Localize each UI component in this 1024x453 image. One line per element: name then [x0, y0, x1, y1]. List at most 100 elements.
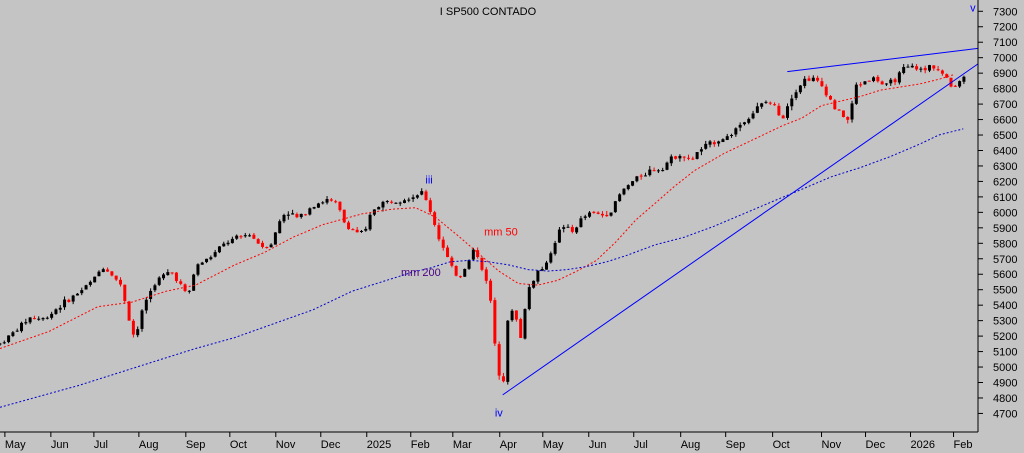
- x-tick-label: Oct: [773, 439, 790, 451]
- candle-body: [101, 269, 105, 273]
- candle-body: [622, 188, 626, 195]
- y-tick-label: 5700: [993, 254, 1017, 266]
- y-tick-label: 6800: [993, 84, 1017, 96]
- candle-body: [166, 272, 170, 276]
- candle-body: [958, 81, 962, 87]
- candle-body: [906, 66, 910, 68]
- candle-body: [489, 280, 493, 301]
- candle-body: [880, 81, 884, 85]
- candle-body: [639, 175, 643, 177]
- candle-body: [682, 156, 686, 158]
- candle-body: [291, 213, 295, 215]
- candle-body: [467, 260, 471, 269]
- candle-body: [364, 228, 368, 231]
- candle-body: [75, 293, 79, 296]
- candle-body: [794, 92, 798, 98]
- candle-body: [424, 191, 428, 200]
- candle-body: [704, 143, 708, 149]
- candle-body: [205, 258, 209, 263]
- candle-body: [411, 197, 415, 200]
- candle-body: [377, 207, 381, 210]
- candle-body: [20, 322, 24, 332]
- candle-body: [394, 202, 398, 204]
- candle-body: [523, 309, 527, 339]
- candle-body: [32, 318, 36, 320]
- annotation-label: iii: [425, 175, 432, 187]
- y-tick-label: 4800: [993, 393, 1017, 405]
- annotation-label: v: [970, 2, 976, 14]
- candle-body: [738, 124, 742, 128]
- candle-body: [600, 213, 604, 216]
- x-tick-label: Jul: [94, 439, 108, 451]
- y-tick-label: 7000: [993, 53, 1017, 65]
- y-tick-label: 4900: [993, 378, 1017, 390]
- candle-body: [127, 301, 131, 321]
- y-tick-label: 5200: [993, 331, 1017, 343]
- candle-body: [648, 169, 652, 176]
- candle-body: [256, 239, 260, 244]
- y-tick-label: 5900: [993, 223, 1017, 235]
- candle-body: [179, 281, 183, 284]
- x-tick-label: Feb: [411, 439, 430, 451]
- chart-title: I SP500 CONTADO: [440, 6, 537, 18]
- candle-body: [97, 271, 101, 277]
- candle-body: [157, 277, 161, 285]
- candle-body: [618, 194, 622, 202]
- y-tick-label: 5800: [993, 238, 1017, 250]
- candle-body: [884, 83, 888, 85]
- candle-body: [458, 276, 462, 278]
- candle-body: [635, 176, 639, 182]
- candle-body: [118, 279, 122, 285]
- candle-body: [355, 229, 359, 233]
- candle-body: [54, 309, 58, 314]
- candle-body: [945, 74, 949, 78]
- y-tick-label: 5000: [993, 362, 1017, 374]
- candle-body: [325, 199, 329, 203]
- candle-body: [334, 201, 338, 203]
- candle-body: [575, 227, 579, 233]
- x-tick-label: May: [5, 439, 26, 451]
- candle-body: [67, 299, 71, 302]
- candle-body: [527, 287, 531, 310]
- candle-body: [63, 299, 67, 308]
- candle-body: [359, 230, 363, 232]
- candle-body: [187, 290, 191, 292]
- candle-body: [80, 290, 84, 294]
- y-tick-label: 6000: [993, 207, 1017, 219]
- candle-body: [514, 310, 518, 320]
- candle-body: [742, 122, 746, 125]
- candle-body: [579, 218, 583, 228]
- candle-body: [501, 376, 505, 382]
- candle-body: [162, 274, 166, 279]
- y-tick-label: 6900: [993, 68, 1017, 80]
- candle-body: [450, 257, 454, 266]
- candle-body: [592, 211, 596, 213]
- candle-body: [553, 243, 557, 254]
- x-tick-label: Nov: [276, 439, 296, 451]
- candle-body: [583, 216, 587, 218]
- x-tick-label: Sep: [186, 439, 206, 451]
- candle-body: [936, 69, 940, 71]
- candle-body: [557, 229, 561, 243]
- x-tick-label: Nov: [822, 439, 842, 451]
- candle-body: [403, 200, 407, 203]
- candle-body: [308, 208, 312, 215]
- candle-body: [200, 262, 204, 265]
- x-tick-label: Aug: [139, 439, 159, 451]
- candle-body: [725, 136, 729, 140]
- candle-body: [833, 100, 837, 110]
- candle-body: [476, 250, 480, 258]
- candle-body: [859, 84, 863, 86]
- candle-body: [545, 262, 549, 270]
- candle-body: [390, 201, 394, 203]
- candle-body: [940, 70, 944, 74]
- candle-body: [927, 65, 931, 71]
- y-tick-label: 6300: [993, 161, 1017, 173]
- candle-body: [609, 212, 613, 216]
- candle-body: [0, 343, 2, 345]
- candle-body: [837, 109, 841, 111]
- x-tick-label: Jun: [51, 439, 69, 451]
- y-tick-label: 5300: [993, 316, 1017, 328]
- annotation-label: mm 50: [484, 227, 518, 239]
- x-tick-label: Feb: [954, 439, 973, 451]
